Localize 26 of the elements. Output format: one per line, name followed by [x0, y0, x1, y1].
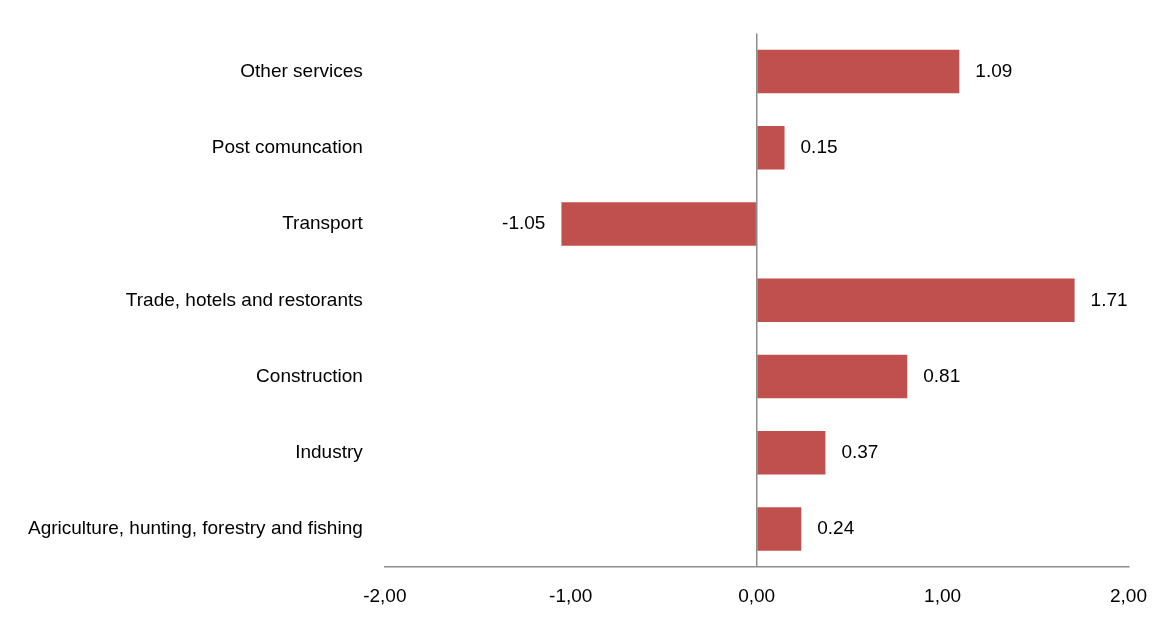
- data-label: 0.81: [923, 364, 961, 386]
- data-label: 1.71: [1090, 288, 1128, 310]
- x-tick-label: -2,00: [363, 584, 407, 606]
- data-label: -1.05: [502, 212, 546, 234]
- bar: [757, 431, 826, 475]
- bar: [757, 49, 960, 94]
- y-tick-label: Trade, hotels and restorants: [125, 288, 363, 310]
- y-tick-label: Post comuncation: [211, 136, 363, 158]
- bar: [561, 202, 756, 246]
- data-label: 0.24: [817, 517, 855, 539]
- bar: [757, 278, 1075, 323]
- x-tick-label: 1,00: [924, 584, 962, 606]
- x-tick-label: 2,00: [1110, 584, 1147, 606]
- x-tick-label: 0,00: [738, 584, 776, 606]
- y-tick-label: Construction: [256, 364, 363, 386]
- bar: [757, 354, 908, 399]
- data-label: 0.37: [841, 441, 879, 463]
- bar: [757, 126, 785, 170]
- y-tick-label: Industry: [295, 441, 364, 463]
- y-tick-label: Transport: [282, 212, 364, 234]
- x-tick-label: -1,00: [549, 584, 593, 606]
- data-label: 0.15: [800, 136, 838, 158]
- bar: [757, 507, 802, 551]
- y-tick-label: Agriculture, hunting, forestry and fishing: [27, 517, 363, 539]
- y-tick-label: Other services: [240, 59, 363, 81]
- data-label: 1.09: [975, 59, 1013, 81]
